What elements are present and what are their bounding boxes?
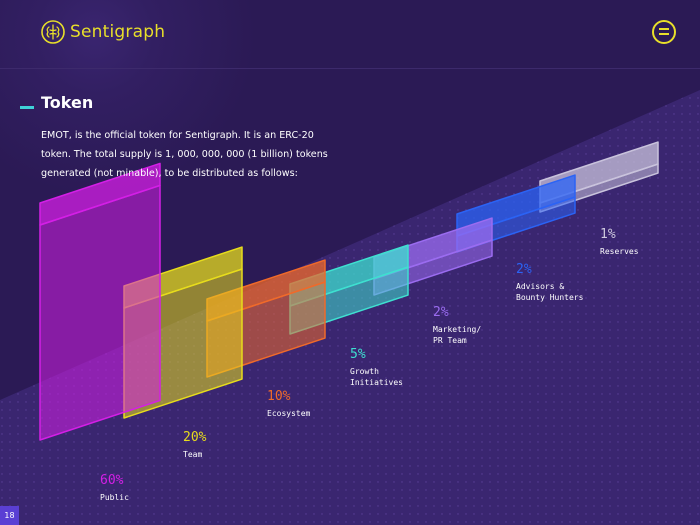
category-label-4-line-2: Initiatives: [350, 378, 403, 387]
value-label-6: 2%: [516, 262, 532, 277]
value-label-1: 60%: [100, 473, 124, 488]
category-label-4-line-1: Growth: [350, 367, 379, 376]
value-label-7: 1%: [600, 227, 616, 242]
brain-logo-icon: [41, 20, 65, 44]
intro-text: EMOT, is the official token for Sentigra…: [41, 130, 328, 179]
category-label-6-line-1: Advisors &: [516, 282, 564, 291]
value-label-3: 10%: [267, 389, 291, 404]
page-number: 18: [0, 506, 19, 525]
bar-1-front: [39, 184, 161, 441]
header-divider: [0, 68, 700, 69]
value-label-2: 20%: [183, 430, 207, 445]
value-label-4: 5%: [350, 347, 366, 362]
section-title: Token: [41, 93, 94, 112]
category-label-3-line-1: Ecosystem: [267, 409, 311, 418]
title-accent-dash: [20, 106, 34, 109]
category-label-5-line-1: Marketing/: [433, 325, 481, 334]
category-label-1-line-1: Public: [100, 493, 129, 502]
category-label-5-line-2: PR Team: [433, 336, 467, 345]
value-label-5: 2%: [433, 305, 449, 320]
bar-1: [39, 162, 161, 441]
brand-logo[interactable]: Sentigraph: [40, 19, 165, 45]
category-label-7-line-1: Reserves: [600, 247, 639, 256]
category-label-2-line-1: Team: [183, 450, 202, 459]
brand-name: Sentigraph: [70, 22, 166, 42]
bar-1-top: [39, 162, 161, 226]
category-label-6-line-2: Bounty Hunters: [516, 293, 584, 302]
hamburger-menu-icon[interactable]: [652, 20, 676, 44]
